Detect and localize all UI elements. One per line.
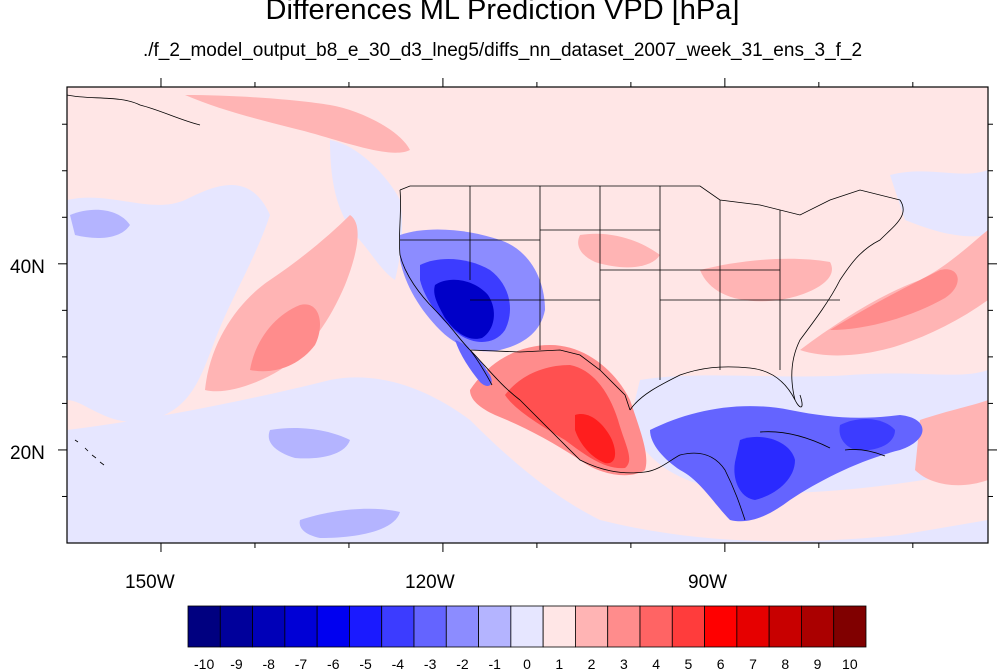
field-light-blue-south: [67, 377, 988, 543]
chart-title: Differences ML Prediction VPD [hPa]: [265, 0, 740, 26]
colorbar-label: -5: [359, 656, 372, 672]
colorbar-swatch: [413, 605, 447, 648]
field-pink-nw: [185, 95, 410, 153]
lat-tick-label-20n: 20N: [10, 443, 45, 464]
colorbar-label: 5: [684, 656, 693, 672]
colorbar-swatch: [316, 605, 350, 648]
field-red-mexico-peak: [575, 414, 616, 464]
field-light-blue-nw: [330, 140, 403, 280]
chart-subtitle: ./f_2_model_output_b8_e_30_d3_lneg5/diff…: [142, 40, 863, 61]
colorbar-label: 10: [842, 656, 858, 672]
plot-frame: [66, 86, 989, 544]
colorbar-label: -9: [230, 656, 243, 672]
alaska-coast: [67, 94, 201, 126]
colorbar-swatch: [639, 605, 673, 648]
field-blue-pacific-w: [70, 209, 130, 238]
colorbar-swatch: [671, 605, 705, 648]
colorbar-label: 0: [523, 656, 531, 672]
field-pink-pacific-high: [205, 215, 358, 392]
field-pink-us-central: [578, 233, 660, 268]
colorbar-label: 8: [781, 656, 790, 672]
us-east-coast: [791, 199, 904, 408]
field-blue-sw-core: [434, 279, 494, 339]
colorbar-swatch: [801, 605, 835, 648]
colorbar-swatch: [219, 605, 253, 648]
field-blue-pacific-south: [268, 428, 350, 459]
field-pink-us-east: [700, 258, 832, 302]
field-light-blue-east: [890, 170, 988, 237]
colorbar-swatch: [284, 605, 318, 648]
colorbar-label: 3: [619, 656, 628, 672]
colorbar-swatch: [510, 605, 544, 648]
difference-field: [67, 87, 988, 543]
hawaii: [74, 439, 105, 466]
colorbar-swatch: [349, 605, 383, 648]
mexico-border: [469, 349, 631, 411]
colorbar-swatch: [607, 605, 641, 648]
field-light-blue-pacific: [67, 185, 270, 423]
colorbar-swatch: [381, 605, 415, 648]
baja-california: [469, 349, 493, 386]
political-boundaries: [67, 94, 904, 521]
mexico-west-coast: [469, 349, 646, 474]
colorbar-swatch: [187, 605, 221, 648]
colorbar-label: 4: [652, 656, 661, 672]
colorbar-swatch: [478, 605, 512, 648]
colorbar-label: -10: [194, 656, 215, 672]
colorbar-label: 7: [749, 656, 757, 672]
colorbar-label: -6: [327, 656, 340, 672]
colorbar-label: 6: [716, 656, 725, 672]
colorbar-swatch: [736, 605, 770, 648]
field-blue-caribbean-core: [734, 436, 795, 500]
lon-tick-label-120w: 120W: [405, 572, 455, 593]
colorbar-swatch: [252, 605, 286, 648]
field-pink-pacific-core: [250, 304, 320, 372]
colorbar-label: -7: [294, 656, 308, 672]
lon-tick-label-150w: 150W: [125, 572, 175, 593]
colorbar-swatch: [768, 605, 802, 648]
colorbar-swatch: [445, 605, 479, 648]
yucatan: [644, 452, 746, 521]
colorbar-label: 2: [587, 656, 596, 672]
colorbar-label: -4: [391, 656, 405, 672]
colorbar-swatch: [704, 605, 738, 648]
field-blue-pacific-sw: [299, 508, 400, 538]
colorbar-label: -2: [456, 656, 469, 672]
us-west-coast: [399, 189, 471, 351]
field-blue-baja: [455, 340, 492, 386]
colorbar-label: -3: [423, 656, 437, 672]
field-blue-caribbean-east: [839, 418, 895, 451]
colorbar-label: -1: [488, 656, 501, 672]
field-pink-atlantic-core: [830, 269, 958, 330]
colorbar-swatch: [542, 605, 576, 648]
hispaniola: [844, 449, 886, 457]
field-pink-east-edge: [915, 400, 988, 486]
lat-tick-label-40n: 40N: [10, 257, 45, 278]
colorbar-label: 1: [555, 656, 564, 672]
cuba: [759, 431, 831, 449]
colorbar-label: -8: [262, 656, 275, 672]
axis-ticks: [58, 78, 997, 552]
colorbar-swatch: [833, 605, 867, 648]
state-lines-2: [400, 229, 840, 301]
state-lines-1: [469, 186, 781, 380]
lon-tick-label-90w: 90W: [688, 572, 728, 593]
colorbar-label: 9: [813, 656, 822, 672]
gulf-coast: [629, 366, 796, 411]
colorbar: [187, 605, 867, 648]
colorbar-swatch: [575, 605, 609, 648]
us-canada-border: [399, 185, 901, 216]
